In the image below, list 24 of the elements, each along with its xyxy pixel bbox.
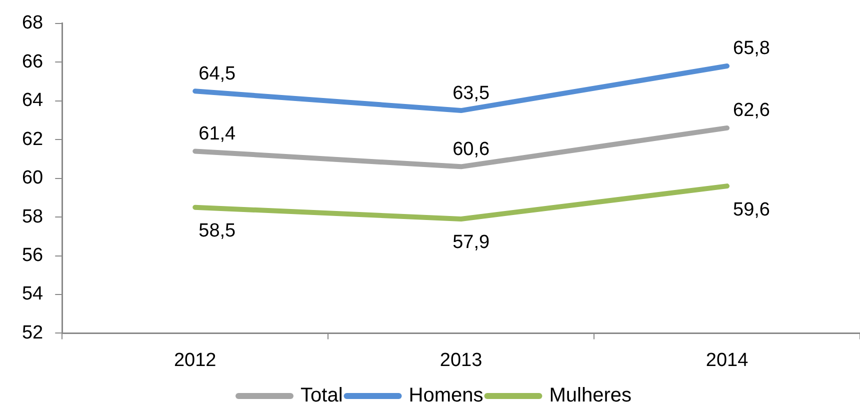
y-tick-label: 54: [22, 284, 44, 305]
y-tick-label: 58: [22, 206, 44, 228]
y-tick-label: 62: [22, 128, 44, 150]
data-label: 59,6: [733, 199, 770, 220]
data-label: 60,6: [452, 138, 490, 160]
data-label: 65,8: [733, 38, 770, 60]
data-label: 57,9: [452, 232, 490, 254]
data-label: 62,6: [733, 100, 770, 122]
legend-label: Homens: [408, 384, 484, 407]
y-tick-label: 52: [22, 322, 44, 344]
y-tick-label: 64: [22, 90, 44, 112]
data-label: 64,5: [198, 63, 236, 84]
y-tick-label: 60: [22, 168, 44, 189]
legend-label: Mulheres: [549, 384, 632, 407]
data-label: 58,5: [198, 220, 236, 242]
legend-label: Total: [300, 384, 343, 407]
y-tick-label: 66: [22, 51, 44, 72]
x-tick-label: 2013: [440, 350, 482, 371]
data-label: 61,4: [198, 123, 236, 144]
x-tick-label: 2012: [174, 350, 216, 371]
x-tick-label: 2014: [706, 350, 749, 371]
data-label: 63,5: [452, 82, 490, 104]
y-tick-label: 68: [22, 12, 44, 34]
y-tick-label: 56: [22, 244, 44, 266]
